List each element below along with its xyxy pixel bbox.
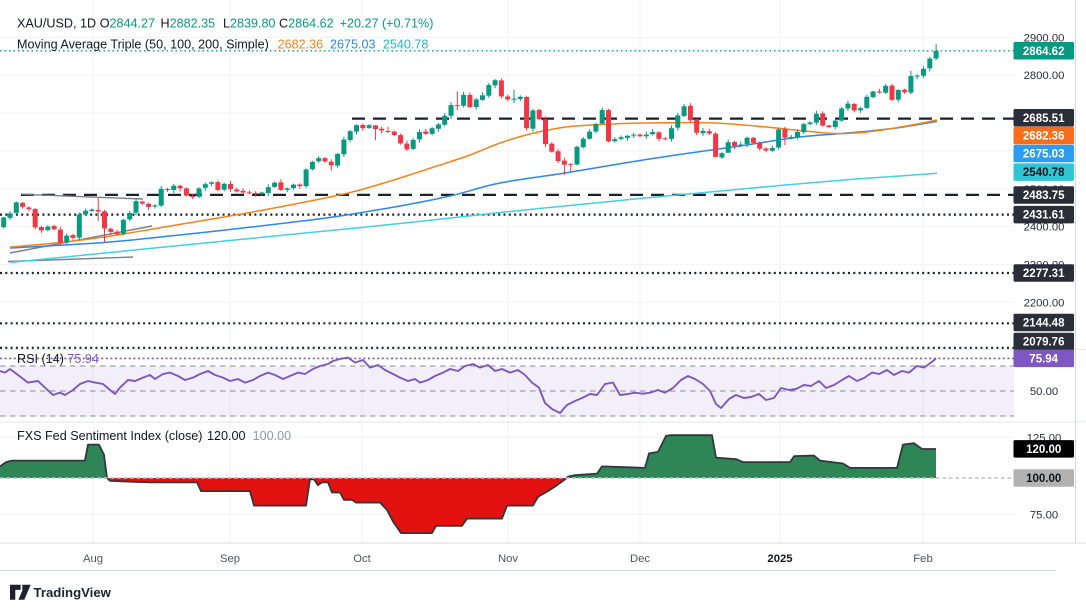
svg-text:Sep: Sep bbox=[220, 553, 240, 565]
svg-text:Nov: Nov bbox=[498, 553, 518, 565]
svg-text:120.00: 120.00 bbox=[1026, 444, 1061, 456]
svg-text:2540.78: 2540.78 bbox=[1023, 167, 1065, 179]
svg-text:2277.31: 2277.31 bbox=[1023, 268, 1065, 280]
svg-text:TradingView: TradingView bbox=[34, 585, 112, 600]
svg-text:2025: 2025 bbox=[767, 553, 792, 565]
svg-text:2682.36: 2682.36 bbox=[1023, 131, 1065, 143]
svg-text:75.94: 75.94 bbox=[1029, 353, 1058, 365]
svg-text:2200.00: 2200.00 bbox=[1024, 297, 1065, 309]
svg-text:50.00: 50.00 bbox=[1030, 386, 1058, 398]
svg-text:2864.62: 2864.62 bbox=[1023, 46, 1065, 58]
svg-text:2685.51: 2685.51 bbox=[1023, 113, 1065, 125]
svg-text:2675.03: 2675.03 bbox=[1023, 149, 1065, 161]
svg-text:2079.76: 2079.76 bbox=[1023, 337, 1065, 349]
svg-text:2431.61: 2431.61 bbox=[1023, 210, 1065, 222]
svg-text:RSI (14) 75.94: RSI (14) 75.94 bbox=[17, 352, 99, 366]
svg-text:Aug: Aug bbox=[83, 553, 103, 565]
svg-text:2144.48: 2144.48 bbox=[1023, 318, 1065, 330]
svg-text:2483.75: 2483.75 bbox=[1023, 190, 1065, 202]
svg-text:Dec: Dec bbox=[630, 553, 650, 565]
svg-text:2900.00: 2900.00 bbox=[1024, 32, 1065, 44]
svg-text:2400.00: 2400.00 bbox=[1024, 222, 1065, 234]
svg-text:Feb: Feb bbox=[913, 553, 932, 565]
svg-text:Moving Average Triple (50, 100: Moving Average Triple (50, 100, 200, Sim… bbox=[17, 38, 428, 52]
svg-text:FXS Fed Sentiment Index (close: FXS Fed Sentiment Index (close) 120.00 100… bbox=[17, 429, 291, 443]
svg-text:2800.00: 2800.00 bbox=[1024, 70, 1065, 82]
svg-text:75.00: 75.00 bbox=[1030, 509, 1058, 521]
svg-text:Oct: Oct bbox=[353, 553, 371, 565]
svg-text:100.00: 100.00 bbox=[1026, 473, 1061, 485]
